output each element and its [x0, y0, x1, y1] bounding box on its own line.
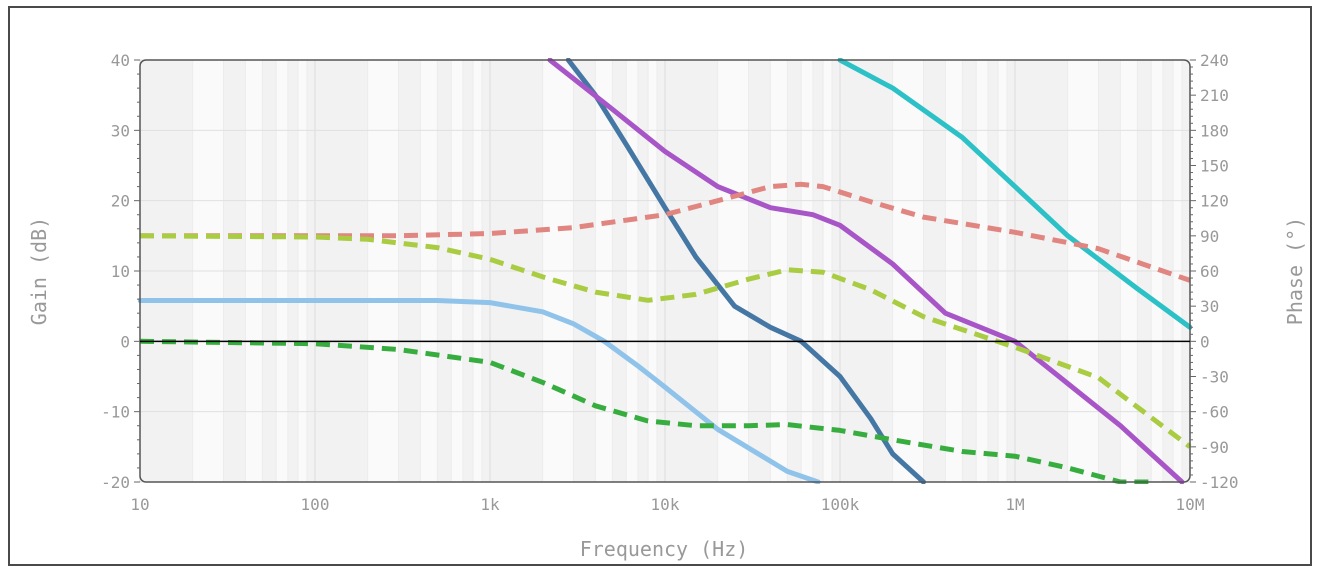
y-right-tick-label: 180: [1200, 121, 1229, 140]
y-right-tick-label: 30: [1200, 297, 1219, 316]
y-axis-right-title: Phase (°): [1283, 217, 1307, 325]
gain-series-line-4: [837, 58, 1192, 330]
phase-series-line-6: [139, 233, 1192, 449]
y-right-tick-label: 210: [1200, 86, 1229, 105]
y-right-tick-label: 240: [1200, 51, 1229, 70]
phase-series-line-7: [139, 338, 1152, 484]
series-layer: [138, 58, 1192, 484]
y-right-tick-label: -90: [1200, 438, 1229, 457]
y-right-tick-label: -30: [1200, 368, 1229, 387]
y-left-tick-label: -20: [101, 473, 130, 492]
y-right-tick-label: 120: [1200, 192, 1229, 211]
y-left-tick-label: 10: [111, 262, 130, 281]
x-tick-label: 1k: [480, 495, 500, 514]
y-left-tick-label: 40: [111, 51, 130, 70]
y-left-tick-label: 20: [111, 192, 130, 211]
x-tick-label: 1M: [1005, 495, 1024, 514]
x-tick-label: 10M: [1176, 495, 1205, 514]
y-left-tick-label: -10: [101, 403, 130, 422]
y-left-tick-label: 30: [111, 121, 130, 140]
bode-chart: 10 100 1k 10k 100k 1M 10M403020100-10-20240210…: [27, 51, 1307, 561]
phase-series-line-5: [140, 181, 1191, 283]
x-tick-label: 10: [130, 495, 149, 514]
x-axis-title: Frequency (Hz): [580, 537, 749, 561]
tick-labels: 10 100 1k 10k 100k 1M 10M403020100-10-20240210…: [101, 51, 1238, 514]
y-right-tick-label: 150: [1200, 157, 1229, 176]
gain-series-line-1: [138, 298, 821, 484]
x-tick-label: 10k: [651, 495, 680, 514]
y-left-tick-label: 0: [120, 332, 130, 351]
y-right-tick-label: 90: [1200, 227, 1219, 246]
gridlines: [139, 59, 1190, 483]
y-right-tick-label: 0: [1200, 332, 1210, 351]
gain-series-line-2: [565, 58, 926, 484]
y-right-tick-label: -120: [1200, 473, 1239, 492]
y-axis-left-title: Gain (dB): [27, 217, 51, 325]
chart-frame: 10 100 1k 10k 100k 1M 10M 40 30 20 10 0 -10 -20 240 210…: [8, 6, 1312, 566]
x-tick-label: 100k: [821, 495, 860, 514]
y-right-tick-label: 60: [1200, 262, 1219, 281]
axes: [134, 59, 1196, 483]
x-tick-label: 100: [301, 495, 330, 514]
gain-series-line-3: [547, 58, 1185, 484]
y-right-tick-label: -60: [1200, 403, 1229, 422]
